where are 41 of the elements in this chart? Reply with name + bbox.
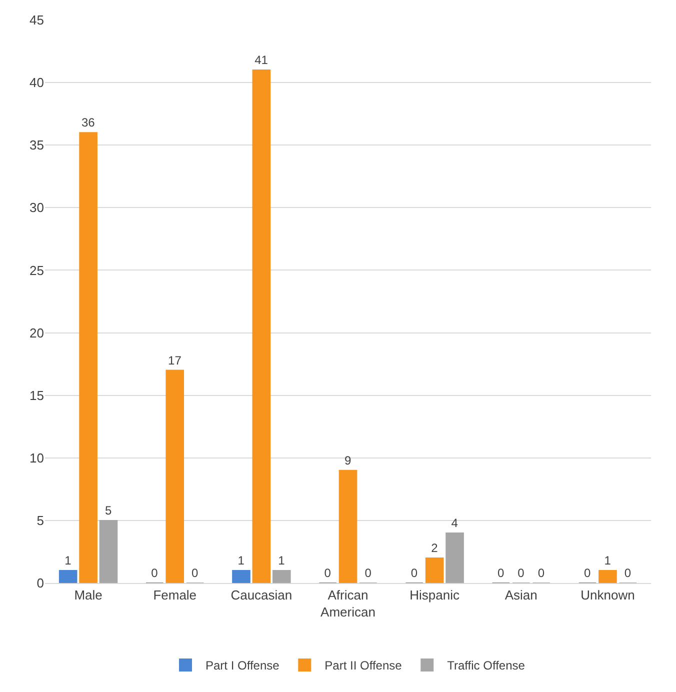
data-label: 1 bbox=[238, 553, 245, 568]
data-label: 0 bbox=[584, 566, 592, 580]
x-tick-label: Male bbox=[74, 588, 102, 603]
data-label: 0 bbox=[192, 566, 199, 580]
data-label: 1 bbox=[64, 553, 72, 568]
legend-label: Traffic Offense bbox=[447, 658, 526, 673]
x-tick-label: Hispanic bbox=[410, 588, 460, 603]
data-label: 0 bbox=[624, 566, 632, 580]
data-label: 0 bbox=[364, 566, 372, 580]
data-label: 0 bbox=[151, 566, 158, 580]
y-tick-label: 0 bbox=[36, 576, 44, 591]
data-label: 36 bbox=[81, 116, 96, 130]
data-label: 1 bbox=[278, 553, 286, 568]
x-tick-label: Asian bbox=[504, 588, 538, 603]
data-label: 4 bbox=[451, 516, 458, 530]
data-label: 0 bbox=[497, 566, 504, 580]
data-label: 5 bbox=[104, 503, 112, 518]
data-label: 0 bbox=[324, 566, 332, 580]
y-tick-label: 30 bbox=[30, 200, 44, 216]
y-tick-label: 10 bbox=[30, 450, 44, 466]
y-tick-label: 20 bbox=[30, 325, 44, 340]
legend-label: Part I Offense bbox=[206, 658, 280, 673]
data-label: 0 bbox=[410, 566, 418, 580]
legend-label: Part II Offense bbox=[324, 658, 402, 673]
y-tick-label: 25 bbox=[30, 262, 44, 278]
y-tick-label: 35 bbox=[30, 138, 44, 153]
y-tick-label: 5 bbox=[36, 512, 44, 528]
data-label: 0 bbox=[538, 566, 545, 580]
data-label: 17 bbox=[168, 353, 182, 368]
x-tick-label: Unknown bbox=[580, 588, 635, 603]
y-tick-label: 45 bbox=[30, 12, 44, 28]
data-label: 1 bbox=[604, 553, 612, 568]
x-tick-label: African American bbox=[320, 588, 376, 620]
data-label: 9 bbox=[344, 453, 352, 468]
x-tick-label: Female bbox=[153, 588, 197, 603]
data-label: 0 bbox=[518, 566, 525, 580]
y-tick-label: 40 bbox=[30, 75, 44, 90]
x-tick-label: Caucasian bbox=[230, 588, 292, 603]
data-label: 2 bbox=[431, 540, 438, 555]
data-label: 41 bbox=[254, 53, 268, 68]
y-tick-label: 15 bbox=[30, 388, 44, 403]
